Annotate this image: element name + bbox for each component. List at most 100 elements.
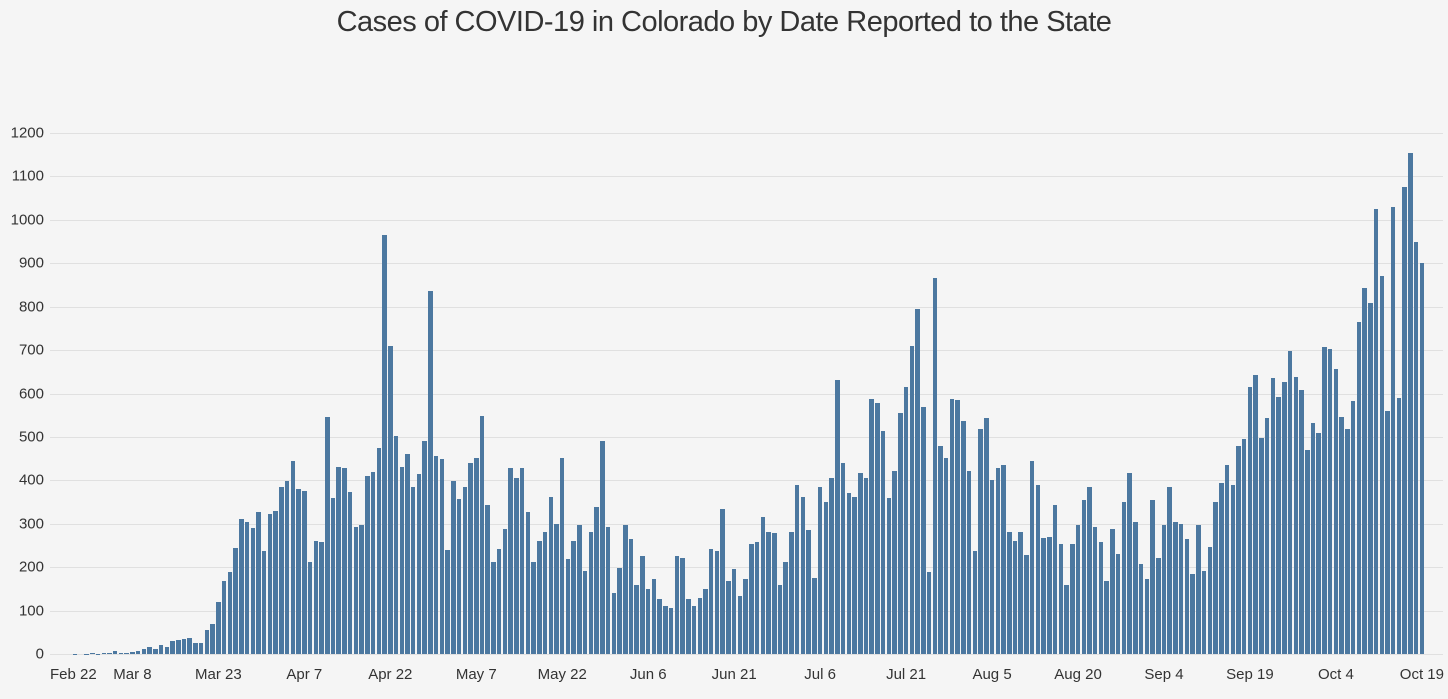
- bar[interactable]: [600, 441, 605, 654]
- bar[interactable]: [1178, 523, 1184, 654]
- bar[interactable]: [840, 462, 846, 654]
- bar[interactable]: [1287, 350, 1293, 654]
- bar[interactable]: [399, 467, 405, 654]
- bar[interactable]: [754, 542, 760, 654]
- bar[interactable]: [1161, 525, 1167, 654]
- bar[interactable]: [508, 468, 513, 654]
- bar[interactable]: [531, 562, 536, 654]
- bar[interactable]: [1098, 542, 1104, 654]
- bar[interactable]: [966, 470, 972, 654]
- bar[interactable]: [491, 562, 496, 654]
- bar[interactable]: [657, 599, 662, 654]
- bar[interactable]: [726, 581, 731, 654]
- bar[interactable]: [628, 538, 634, 654]
- bar[interactable]: [388, 345, 393, 654]
- bar[interactable]: [1012, 540, 1018, 654]
- bar[interactable]: [239, 519, 244, 654]
- bar[interactable]: [210, 624, 215, 654]
- bar[interactable]: [496, 548, 502, 654]
- bar[interactable]: [1035, 485, 1041, 654]
- bar[interactable]: [1138, 564, 1144, 654]
- bar[interactable]: [170, 641, 175, 654]
- bar[interactable]: [365, 476, 370, 654]
- bar[interactable]: [479, 416, 485, 654]
- bar[interactable]: [393, 436, 399, 654]
- bar[interactable]: [766, 531, 771, 654]
- bar[interactable]: [984, 417, 989, 654]
- bar[interactable]: [158, 644, 164, 654]
- bar[interactable]: [279, 486, 284, 654]
- bar[interactable]: [943, 458, 949, 654]
- bar[interactable]: [462, 486, 468, 654]
- bar[interactable]: [806, 530, 811, 654]
- bar[interactable]: [1333, 368, 1339, 654]
- bar[interactable]: [875, 402, 880, 654]
- bar[interactable]: [233, 547, 238, 654]
- bar[interactable]: [296, 488, 301, 654]
- bar[interactable]: [1024, 555, 1029, 654]
- bar[interactable]: [1047, 537, 1052, 654]
- bar[interactable]: [107, 652, 112, 654]
- bar[interactable]: [147, 646, 152, 654]
- bar[interactable]: [823, 502, 829, 654]
- bar[interactable]: [439, 458, 445, 654]
- bar[interactable]: [886, 497, 892, 654]
- bar[interactable]: [1362, 287, 1367, 654]
- bar[interactable]: [135, 650, 141, 654]
- bar[interactable]: [1029, 460, 1035, 654]
- bar[interactable]: [101, 653, 106, 654]
- bar[interactable]: [456, 498, 462, 654]
- bar[interactable]: [267, 513, 273, 654]
- bar[interactable]: [588, 531, 594, 654]
- bar[interactable]: [978, 428, 983, 654]
- bar[interactable]: [416, 473, 422, 654]
- bar[interactable]: [1150, 500, 1155, 654]
- bar[interactable]: [519, 468, 525, 654]
- bar[interactable]: [376, 448, 382, 654]
- bar[interactable]: [1190, 574, 1195, 654]
- bar[interactable]: [284, 480, 290, 654]
- bar[interactable]: [863, 478, 869, 654]
- bar[interactable]: [1041, 538, 1046, 654]
- bar[interactable]: [852, 496, 857, 654]
- bar[interactable]: [961, 421, 966, 654]
- bar[interactable]: [594, 506, 599, 654]
- bar[interactable]: [542, 531, 548, 654]
- bar[interactable]: [141, 649, 147, 654]
- bar[interactable]: [1402, 187, 1407, 654]
- bar[interactable]: [1110, 528, 1115, 654]
- bar[interactable]: [1058, 544, 1064, 654]
- bar[interactable]: [611, 592, 617, 654]
- bar[interactable]: [582, 571, 588, 654]
- bar[interactable]: [1156, 557, 1161, 654]
- bar[interactable]: [1373, 208, 1379, 654]
- bar[interactable]: [571, 540, 576, 654]
- bar[interactable]: [485, 505, 490, 654]
- bar[interactable]: [617, 567, 622, 654]
- bar[interactable]: [880, 431, 886, 654]
- bar[interactable]: [1230, 485, 1236, 654]
- bar[interactable]: [1322, 347, 1327, 654]
- bar[interactable]: [898, 412, 903, 654]
- bar[interactable]: [193, 643, 198, 654]
- bar[interactable]: [909, 346, 915, 654]
- bar[interactable]: [777, 584, 783, 654]
- bar[interactable]: [1390, 206, 1396, 654]
- bar[interactable]: [743, 579, 748, 654]
- bar[interactable]: [336, 467, 341, 654]
- bar[interactable]: [1133, 522, 1138, 654]
- bar[interactable]: [1396, 397, 1402, 654]
- bar[interactable]: [1018, 531, 1023, 654]
- bar[interactable]: [313, 540, 319, 654]
- bar[interactable]: [1413, 241, 1419, 654]
- bar[interactable]: [118, 652, 124, 654]
- bar[interactable]: [537, 540, 542, 654]
- bar[interactable]: [370, 472, 376, 654]
- bar[interactable]: [325, 416, 330, 654]
- bar[interactable]: [1310, 422, 1316, 654]
- bar[interactable]: [559, 458, 565, 654]
- bar[interactable]: [1219, 483, 1224, 654]
- bar[interactable]: [1293, 377, 1299, 654]
- bar[interactable]: [451, 481, 456, 654]
- bar[interactable]: [261, 550, 267, 654]
